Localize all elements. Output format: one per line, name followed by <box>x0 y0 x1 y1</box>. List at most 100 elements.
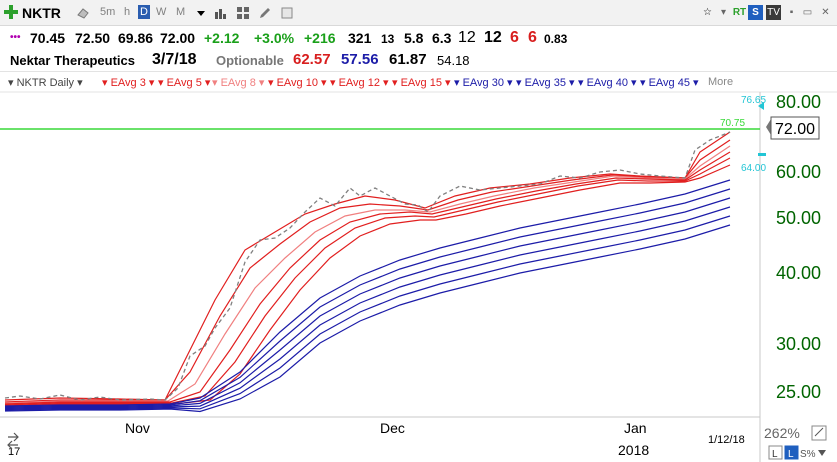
note-icon[interactable] <box>280 6 294 20</box>
interval-w[interactable]: W <box>156 6 167 18</box>
interval-m[interactable]: M <box>176 6 186 18</box>
price-tick-60: 60.00 <box>776 162 821 182</box>
x-label-dec: Dec <box>380 420 405 436</box>
price-tick-30: 30.00 <box>776 334 821 354</box>
legend-ema5-label: EAvg 5 <box>166 77 202 89</box>
toolbar: NKTR 5m h D W M ☆ ▾ RT S TV ▪ ▭ ✕ <box>0 0 837 26</box>
price-tick-25: 25.00 <box>776 382 821 402</box>
legend-ema10[interactable]: ▾ EAvg 10 ▾ <box>268 77 327 89</box>
legend-main[interactable]: ▾ NKTR Daily ▾ <box>8 77 83 89</box>
linear-scale-label: L <box>772 449 778 460</box>
year-left-label: 17 <box>8 446 20 458</box>
expand-arrow-icon[interactable]: ▾ <box>720 7 727 18</box>
draw-eraser-icon[interactable] <box>76 6 90 20</box>
price-line <box>4 131 731 401</box>
quote-v3: 13 <box>381 32 395 46</box>
interval-5m[interactable]: 5m <box>100 6 116 18</box>
legend-more[interactable]: More <box>708 76 734 88</box>
share-icon[interactable]: S <box>748 5 763 20</box>
quote-v5: 6.3 <box>432 30 452 46</box>
quote-close: 72.00 <box>160 30 196 46</box>
optionable-label: Optionable <box>216 53 284 68</box>
marker-high-label: 76.65 <box>741 95 766 106</box>
legend-ema35[interactable]: ▾ EAvg 35 ▾ <box>516 77 575 89</box>
ema-short-line-5 <box>4 164 731 407</box>
marker-low-label: 64.00 <box>741 163 766 174</box>
info-p4: 54.18 <box>437 53 470 68</box>
rt-icon[interactable]: RT <box>732 7 747 18</box>
date-label: 1/12/18 <box>708 434 745 446</box>
ema-long-line-0 <box>4 179 731 407</box>
add-plus-icon[interactable] <box>3 4 19 20</box>
legend-main-label: NKTR Daily <box>16 77 75 89</box>
price-tick-40: 40.00 <box>776 263 821 283</box>
bar-chart-icon[interactable] <box>214 6 228 20</box>
ema-short-line-3 <box>4 151 731 405</box>
legend-ema15[interactable]: ▾ EAvg 15 ▾ <box>392 77 451 89</box>
ema-short-line-1 <box>4 139 731 403</box>
marker-high-icon <box>758 102 764 110</box>
scale-dropdown-icon[interactable] <box>818 450 826 456</box>
x-label-jan: Jan <box>624 420 647 436</box>
company-name: Nektar Therapeutics <box>10 53 135 68</box>
quote-row: ••• 70.45 72.50 69.86 72.00 +2.12 +3.0% … <box>0 26 837 48</box>
save-icon[interactable]: ▪ <box>789 7 794 18</box>
legend-ema8[interactable]: ▾ EAvg 8 ▾ <box>212 77 265 89</box>
info-p1: 62.57 <box>293 51 331 68</box>
quote-change-pct: +3.0% <box>254 30 295 46</box>
quote-dots-icon: ••• <box>10 32 21 43</box>
interval-h[interactable]: h <box>124 6 131 18</box>
ema-short-line-2 <box>4 145 731 404</box>
price-tick-50: 50.00 <box>776 208 821 228</box>
legend-ema3[interactable]: ▾ EAvg 3 ▾ <box>102 77 155 89</box>
symbol-label[interactable]: NKTR <box>22 5 61 21</box>
quote-v2: 321 <box>348 30 372 46</box>
current-price-label: 72.00 <box>775 121 815 138</box>
legend-ema12-label: EAvg 12 <box>338 77 380 89</box>
legend-ema15-label: EAvg 15 <box>400 77 442 89</box>
current-price-pointer-icon <box>766 119 771 135</box>
legend-ema12[interactable]: ▾ EAvg 12 ▾ <box>330 77 389 89</box>
year-label: 2018 <box>618 442 649 458</box>
star-icon[interactable]: ☆ <box>703 7 712 18</box>
pencil-icon[interactable] <box>258 6 272 20</box>
ema-long-line-4 <box>4 215 731 411</box>
legend-ema5[interactable]: ▾ EAvg 5 ▾ <box>158 77 211 89</box>
legend-ema8-label: EAvg 8 <box>220 77 256 89</box>
quote-v7: 12 <box>484 29 502 46</box>
quote-v1: +216 <box>304 30 336 46</box>
marker-low-icon <box>758 153 766 156</box>
quote-last: 70.45 <box>30 30 66 46</box>
ema-short-line-4 <box>4 157 731 406</box>
legend-ema45[interactable]: ▾ EAvg 45 ▾ <box>640 77 699 89</box>
interval-d[interactable]: D <box>138 5 150 19</box>
ema-long-line-3 <box>4 206 731 410</box>
log-scale-button[interactable] <box>784 445 799 460</box>
quote-v8: 6 <box>510 29 519 46</box>
legend-ema40[interactable]: ▾ EAvg 40 ▾ <box>578 77 637 89</box>
ema-long-line-5 <box>4 224 731 413</box>
log-scale-label: L <box>788 449 794 460</box>
hline-label: 70.75 <box>720 118 745 129</box>
percent-scale-label[interactable]: S% <box>800 449 816 460</box>
close-icon[interactable]: ✕ <box>821 7 830 18</box>
x-label-nov: Nov <box>125 420 150 436</box>
info-p2: 57.56 <box>341 51 379 68</box>
zoom-toggle-icon[interactable] <box>811 425 827 441</box>
linear-scale-button[interactable] <box>768 445 783 460</box>
legend-ema35-label: EAvg 35 <box>524 77 566 89</box>
quote-v10: 0.83 <box>544 32 568 46</box>
grid-layout-icon[interactable] <box>236 6 250 20</box>
minimize-icon[interactable]: ▭ <box>802 7 813 18</box>
legend-ema40-label: EAvg 40 <box>586 77 628 89</box>
swap-arrows-icon[interactable] <box>7 432 19 450</box>
legend-ema10-label: EAvg 10 <box>276 77 318 89</box>
info-row: Nektar Therapeutics 3/7/18 Optionable 62… <box>0 48 837 70</box>
current-price-box <box>770 116 820 140</box>
legend-ema30[interactable]: ▾ EAvg 30 ▾ <box>454 77 513 89</box>
tv-icon[interactable]: TV <box>766 5 781 20</box>
quote-low: 69.86 <box>118 30 154 46</box>
ema-long-line-2 <box>4 197 731 409</box>
dropdown-arrow-icon[interactable] <box>194 6 208 20</box>
